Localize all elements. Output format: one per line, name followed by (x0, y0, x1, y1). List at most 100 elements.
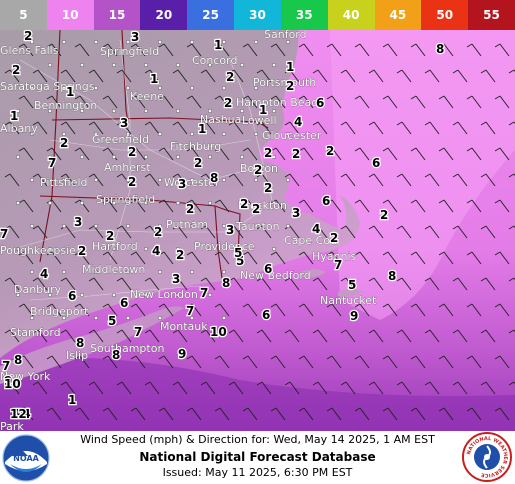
wind-barb-flag (354, 251, 361, 256)
land-area (0, 30, 360, 358)
wind-barb (135, 43, 146, 57)
wind-barb (429, 277, 440, 291)
city-dot (189, 223, 195, 229)
wind-barb-flag (466, 303, 473, 308)
wind-barb (65, 69, 76, 83)
wind-speed-value: 5 (348, 278, 356, 292)
wind-barb (23, 199, 34, 213)
wind-barb (93, 225, 104, 239)
wind-barb-flag (242, 407, 249, 412)
wind-barb (373, 121, 384, 135)
wind-barb (163, 251, 174, 265)
wind-speed-value: 2 (252, 202, 260, 216)
wind-barb (331, 43, 342, 57)
wind-barb (275, 199, 286, 213)
wind-barb-flag (102, 199, 109, 204)
wind-barb-flag (4, 121, 11, 126)
wind-barb (345, 381, 356, 395)
wind-barb-flag (368, 277, 375, 282)
wind-barb-flag (144, 173, 151, 178)
city-dot (93, 85, 99, 91)
wind-barb (163, 355, 174, 369)
wind-barb (317, 69, 328, 83)
wind-speed-value: 6 (120, 296, 128, 310)
wind-barb-flag (410, 95, 417, 100)
wind-speed-value: 2 (330, 231, 338, 245)
wind-barb (443, 303, 454, 317)
wind-barb-flag (32, 329, 39, 334)
wind-barb-flag (340, 69, 347, 74)
wind-speed-value: 6 (264, 262, 272, 276)
wind-barb-flag (46, 251, 53, 256)
wind-barb-flag (396, 381, 403, 386)
city-label-glens-falls: Glens Falls (0, 44, 59, 57)
wind-barb (387, 147, 398, 161)
city-label-sanford: Sanford (264, 30, 307, 41)
city-dot (47, 108, 53, 114)
city-dot (29, 85, 35, 91)
city-dot (189, 269, 195, 275)
city-dot (207, 154, 213, 160)
wind-barb-flag (4, 225, 11, 230)
city-dot (175, 108, 181, 114)
wind-barb-flag (508, 277, 515, 282)
wind-barb-flag (466, 407, 473, 412)
wind-barb (191, 407, 202, 421)
roads (9, 39, 273, 301)
city-label-amherst: Amherst (104, 161, 151, 174)
wind-barb-flag (494, 199, 501, 204)
wind-speed-value: 1 (259, 103, 267, 117)
wind-barb (261, 225, 272, 239)
wind-barb (415, 95, 426, 109)
wind-barb-flag (74, 95, 81, 100)
city-label-poughkeepsie: Poughkeepsie (0, 244, 76, 257)
wind-barb (107, 95, 118, 109)
wind-barb-flag (298, 355, 305, 360)
city-dot (239, 108, 245, 114)
wind-barb (135, 303, 146, 317)
city-label-portsmouth: Portsmouth (253, 76, 316, 89)
long-island (0, 306, 184, 384)
legend-cell-35: 35 (280, 0, 328, 30)
city-label-gloucester: Gloucester (262, 129, 322, 142)
wind-speed-value: 14 (14, 407, 31, 421)
city-label-southampton: Southampton (90, 342, 164, 355)
city-dot (189, 131, 195, 137)
wind-speed-value: 3 (120, 116, 128, 130)
wind-barb-flag (354, 303, 361, 308)
wind-barb-flag (46, 95, 53, 100)
wind-barb-flag (494, 355, 501, 360)
wind-barb-flag (228, 277, 235, 282)
wind-barb (149, 121, 160, 135)
wind-barb-flag (18, 407, 25, 412)
wind-barb (23, 43, 34, 57)
wind-speed-value: 6 (372, 156, 380, 170)
wind-barb-flag (102, 147, 109, 152)
legend-cell-10: 10 (46, 0, 94, 30)
wind-barb-flag (242, 355, 249, 360)
city-dot (93, 223, 99, 229)
wind-barb-flag (466, 95, 473, 100)
wind-speed-value: 1 (66, 85, 74, 99)
wind-barb-flag (214, 303, 221, 308)
wind-barb-flag (298, 251, 305, 256)
city-label-greenfield: Greenfield (92, 133, 149, 146)
wind-barb-flag (480, 329, 487, 334)
wind-barb (317, 173, 328, 187)
city-label-albany: Albany (0, 122, 38, 135)
city-label-hampton-beach: Hampton Beach (236, 96, 324, 109)
wind-barb-flag (284, 329, 291, 334)
wind-barb-flag (312, 173, 319, 178)
city-label-stamford: Stamford (10, 326, 61, 339)
wind-barb-flag (46, 303, 53, 308)
wind-barb (471, 355, 482, 369)
wind-barb (233, 329, 244, 343)
wind-barb (191, 251, 202, 265)
wind-speed-value: 2 (186, 202, 194, 216)
wind-barb (499, 95, 510, 109)
wind-barb (275, 355, 286, 369)
wind-barb (429, 381, 440, 395)
wind-barb (261, 69, 272, 83)
wind-barb (219, 199, 230, 213)
wind-speed-value: 8 (436, 42, 444, 56)
